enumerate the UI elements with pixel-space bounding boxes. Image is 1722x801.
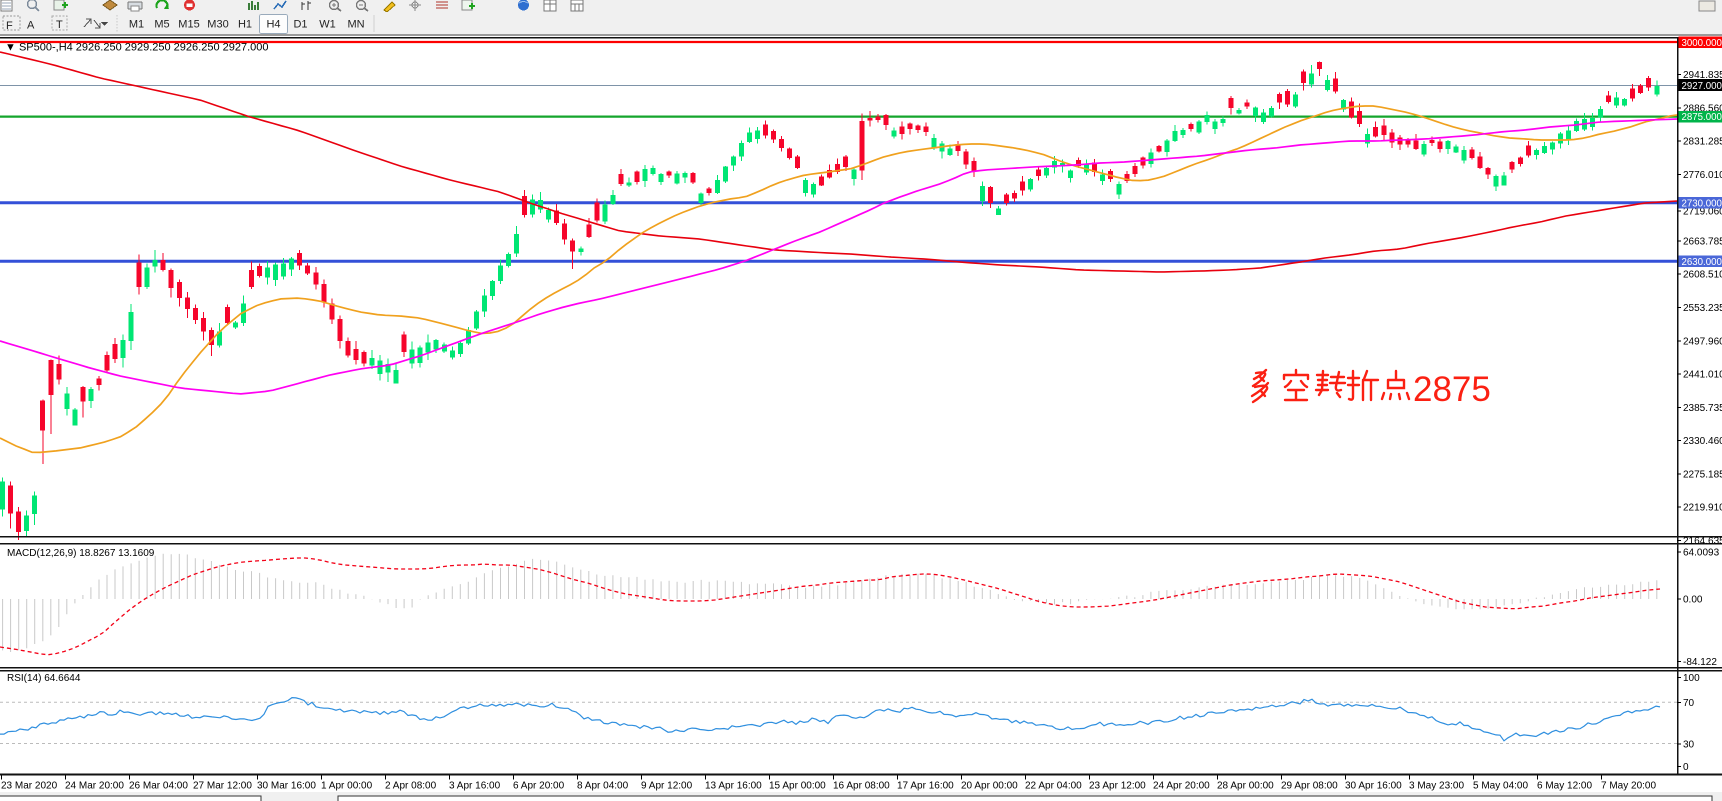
svg-text:2164.635: 2164.635 — [1683, 536, 1722, 547]
svg-text:H4: H4 — [266, 19, 280, 31]
svg-text:M30: M30 — [207, 19, 228, 31]
svg-text:1 Apr 00:00: 1 Apr 00:00 — [321, 781, 373, 792]
svg-text:2831.285: 2831.285 — [1683, 137, 1722, 148]
svg-text:2 Apr 08:00: 2 Apr 08:00 — [385, 781, 437, 792]
svg-text:70: 70 — [1683, 698, 1695, 709]
svg-text:2719.060: 2719.060 — [1683, 207, 1722, 218]
svg-text:3000.000: 3000.000 — [1682, 38, 1722, 49]
svg-text:2275.185: 2275.185 — [1683, 469, 1722, 480]
svg-text:M1: M1 — [129, 19, 144, 31]
svg-text:2776.010: 2776.010 — [1683, 170, 1722, 181]
svg-text:W1: W1 — [319, 19, 336, 31]
svg-text:30: 30 — [1683, 740, 1695, 751]
svg-text:2927.000: 2927.000 — [1682, 81, 1722, 92]
svg-text:28 Apr 00:00: 28 Apr 00:00 — [1217, 781, 1274, 792]
svg-text:2219.910: 2219.910 — [1683, 503, 1722, 514]
svg-text:RSI(14) 64.6644: RSI(14) 64.6644 — [7, 673, 81, 684]
svg-text:2730.000: 2730.000 — [1682, 198, 1722, 209]
svg-text:16 Apr 08:00: 16 Apr 08:00 — [833, 781, 890, 792]
svg-text:2385.735: 2385.735 — [1683, 403, 1722, 414]
svg-text:H1: H1 — [238, 19, 252, 31]
svg-text:2330.460: 2330.460 — [1683, 436, 1722, 447]
svg-text:5 May 04:00: 5 May 04:00 — [1473, 781, 1528, 792]
svg-text:▼ SP500-,H4 2926.250 2929.250: ▼ SP500-,H4 2926.250 2929.250 2926.250 2… — [5, 42, 269, 54]
svg-text:17 Apr 16:00: 17 Apr 16:00 — [897, 781, 954, 792]
svg-text:2497.960: 2497.960 — [1683, 336, 1722, 347]
svg-text:26 Mar 04:00: 26 Mar 04:00 — [129, 781, 188, 792]
svg-text:T: T — [56, 19, 63, 31]
svg-text:-84.122: -84.122 — [1683, 657, 1717, 668]
svg-text:64.0093: 64.0093 — [1683, 548, 1720, 559]
svg-text:6 May 12:00: 6 May 12:00 — [1537, 781, 1592, 792]
svg-text:0.00: 0.00 — [1683, 594, 1703, 605]
svg-text:3 May 23:00: 3 May 23:00 — [1409, 781, 1464, 792]
svg-text:2941.835: 2941.835 — [1683, 70, 1722, 81]
svg-text:2875.000: 2875.000 — [1682, 112, 1722, 123]
svg-text:9 Apr 12:00: 9 Apr 12:00 — [641, 781, 693, 792]
svg-text:24 Mar 20:00: 24 Mar 20:00 — [65, 781, 124, 792]
svg-text:3 Apr 16:00: 3 Apr 16:00 — [449, 781, 501, 792]
svg-text:8 Apr 04:00: 8 Apr 04:00 — [577, 781, 629, 792]
svg-text:29 Apr 08:00: 29 Apr 08:00 — [1281, 781, 1338, 792]
svg-text:2553.235: 2553.235 — [1683, 303, 1722, 314]
svg-text:MACD(12,26,9) 18.8267 13.1609: MACD(12,26,9) 18.8267 13.1609 — [7, 548, 155, 559]
svg-text:2608.510: 2608.510 — [1683, 270, 1722, 281]
svg-text:0: 0 — [1683, 762, 1689, 773]
svg-text:F: F — [6, 20, 13, 32]
svg-text:6 Apr 20:00: 6 Apr 20:00 — [513, 781, 565, 792]
svg-text:24 Apr 20:00: 24 Apr 20:00 — [1153, 781, 1210, 792]
svg-text:20 Apr 00:00: 20 Apr 00:00 — [961, 781, 1018, 792]
svg-text:23 Apr 12:00: 23 Apr 12:00 — [1089, 781, 1146, 792]
svg-text:MN: MN — [347, 19, 364, 31]
svg-text:M5: M5 — [154, 19, 169, 31]
svg-text:30 Mar 16:00: 30 Mar 16:00 — [257, 781, 316, 792]
svg-text:2441.010: 2441.010 — [1683, 370, 1722, 381]
svg-text:M15: M15 — [178, 19, 199, 31]
svg-text:27 Mar 12:00: 27 Mar 12:00 — [193, 781, 252, 792]
svg-text:30 Apr 16:00: 30 Apr 16:00 — [1345, 781, 1402, 792]
svg-text:100: 100 — [1683, 673, 1700, 684]
svg-text:13 Apr 16:00: 13 Apr 16:00 — [705, 781, 762, 792]
svg-text:15 Apr 00:00: 15 Apr 00:00 — [769, 781, 826, 792]
svg-text:2630.000: 2630.000 — [1682, 257, 1722, 268]
svg-text:22 Apr 04:00: 22 Apr 04:00 — [1025, 781, 1082, 792]
svg-text:D1: D1 — [293, 19, 307, 31]
svg-text:23 Mar 2020: 23 Mar 2020 — [1, 781, 58, 792]
svg-text:2875: 2875 — [1413, 370, 1491, 409]
svg-text:2886.560: 2886.560 — [1683, 103, 1722, 114]
svg-text:7 May 20:00: 7 May 20:00 — [1601, 781, 1656, 792]
svg-text:2663.785: 2663.785 — [1683, 237, 1722, 248]
svg-text:A: A — [27, 20, 35, 32]
